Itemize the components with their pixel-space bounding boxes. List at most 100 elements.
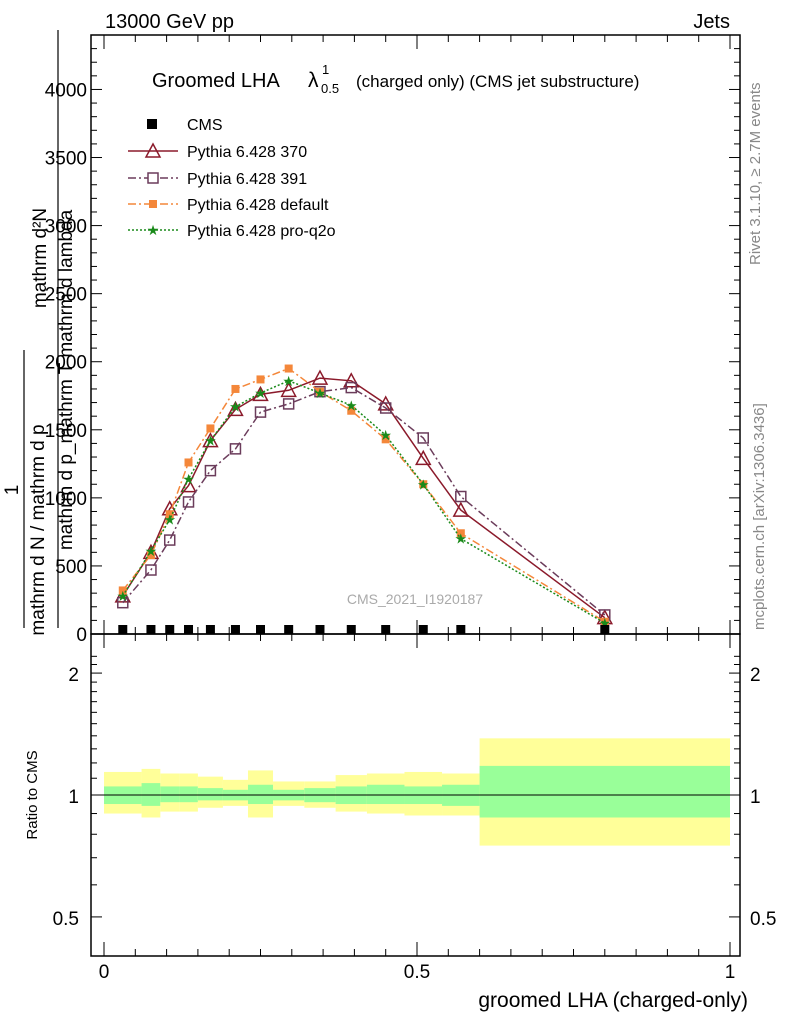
legend-item-cms: CMS — [147, 117, 223, 134]
xtick-label: 0 — [99, 962, 110, 983]
data-point: ★ — [282, 373, 295, 389]
title-main: Groomed LHA — [152, 70, 280, 92]
data-point — [600, 617, 609, 626]
data-point — [311, 369, 329, 385]
data-point — [315, 625, 325, 634]
watermark: CMS_2021_I1920187 — [347, 591, 483, 607]
series-0 — [118, 625, 610, 634]
data-point: ★ — [229, 399, 242, 415]
legend-label-391: Pythia 6.428 391 — [187, 171, 307, 188]
data-point — [146, 551, 155, 560]
title-sup: 1 — [322, 62, 329, 77]
legend-item-391: Pythia 6.428 391 — [128, 171, 307, 188]
data-point — [452, 501, 470, 517]
ylabel-denominator: mathrm d p_mathrm T mathrm d lambda — [56, 209, 77, 550]
data-point — [204, 464, 217, 477]
ratio-bands — [104, 738, 730, 846]
data-point: ★ — [345, 397, 358, 413]
ratio-band-inner — [479, 765, 730, 818]
data-point — [230, 625, 240, 634]
ratio-ticks: 0.5 0.5 1 1 2 2 — [53, 655, 776, 930]
legend-marker-default — [149, 200, 157, 208]
xtick-label: 1 — [725, 962, 736, 983]
data-point — [117, 596, 129, 609]
ylabel-prefix-numerator: 1 — [2, 485, 23, 496]
data-point — [163, 534, 176, 546]
data-point: ★ — [379, 427, 392, 443]
data-point — [206, 424, 215, 433]
data-point — [315, 387, 324, 396]
title-sub: 0.5 — [321, 81, 339, 96]
legend-label-cms: CMS — [187, 117, 223, 134]
data-point — [456, 529, 465, 538]
legend-label-default: Pythia 6.428 default — [187, 197, 329, 214]
data-point — [256, 375, 265, 384]
data-point — [182, 496, 195, 508]
series-2 — [117, 381, 611, 621]
x-axis: 0 0.5 1 — [99, 35, 736, 983]
ratio-ytick-label-right: 2 — [750, 665, 761, 686]
title-symbol: λ — [308, 69, 319, 92]
legend-marker-391 — [147, 172, 159, 184]
series-line — [122, 379, 606, 624]
legend-item-q2o: ★ Pythia 6.428 pro-q2o — [128, 222, 336, 240]
data-point: ★ — [182, 471, 195, 487]
legend-marker-cms — [147, 119, 157, 129]
data-point: ★ — [163, 512, 176, 528]
legend-marker-370 — [144, 142, 162, 158]
data-point — [284, 364, 293, 373]
data-point — [165, 625, 175, 634]
data-point — [282, 398, 295, 410]
ratio-panel: 0.5 0.5 1 1 2 2 Ratio to CMS — [24, 633, 776, 957]
main-ytick-label: 500 — [55, 557, 87, 578]
data-point: ★ — [116, 588, 129, 604]
data-point — [381, 435, 390, 444]
ratio-ytick-label-left: 1 — [68, 787, 79, 808]
legend-item-370: Pythia 6.428 370 — [128, 142, 307, 161]
series-line — [122, 367, 606, 623]
series-line — [122, 377, 606, 619]
title-rest: (charged only) (CMS jet substructure) — [356, 72, 639, 91]
data-point — [229, 443, 242, 455]
ylabel-numerator: mathrm d²N — [30, 208, 51, 308]
ratio-band-inner — [141, 783, 161, 806]
data-point — [419, 480, 428, 489]
main-ytick-label: 4000 — [45, 80, 87, 101]
xtick-label: 0.5 — [404, 962, 430, 983]
series-4: ★★★★★★★★★★★★★★ — [116, 373, 611, 631]
data-point — [418, 625, 428, 634]
data-point: ★ — [314, 385, 327, 401]
data-point — [456, 625, 466, 634]
rivet-version-label: Rivet 3.1.10, ≥ 2.7M events — [747, 83, 764, 266]
data-point — [415, 449, 432, 466]
ratio-ytick-label-right: 0.5 — [750, 909, 776, 930]
data-point: ★ — [417, 476, 430, 492]
data-point — [417, 432, 430, 444]
header-right: Jets — [693, 11, 730, 33]
main-y-ticks: 0 500 1000 1500 2000 2500 3000 3500 4000 — [45, 48, 740, 646]
data-point — [180, 477, 197, 493]
main-ytick-label: 1000 — [45, 489, 87, 510]
data-point — [146, 625, 156, 634]
data-point — [379, 402, 392, 414]
ratio-ylabel: Ratio to CMS — [24, 750, 41, 839]
series-3 — [118, 364, 609, 626]
data-point — [118, 625, 128, 634]
data-point — [184, 458, 193, 467]
ratio-ytick-label-right: 1 — [750, 787, 761, 808]
data-point — [145, 564, 157, 576]
main-series-layer: ★★★★★★★★★★★★★★ — [114, 364, 614, 634]
series-line — [122, 386, 606, 616]
ratio-band-inner — [247, 784, 274, 805]
x-axis-label: groomed LHA (charged-only) — [478, 989, 748, 1012]
ratio-band-inner — [179, 786, 198, 803]
data-point — [184, 625, 194, 634]
data-point: ★ — [254, 385, 267, 401]
main-ytick-label: 2500 — [45, 285, 87, 306]
data-point — [231, 384, 240, 393]
main-ytick-label: 0 — [76, 625, 87, 646]
data-point — [227, 400, 244, 417]
main-ytick-label: 3500 — [45, 149, 87, 170]
ratio-band-inner — [160, 786, 180, 803]
